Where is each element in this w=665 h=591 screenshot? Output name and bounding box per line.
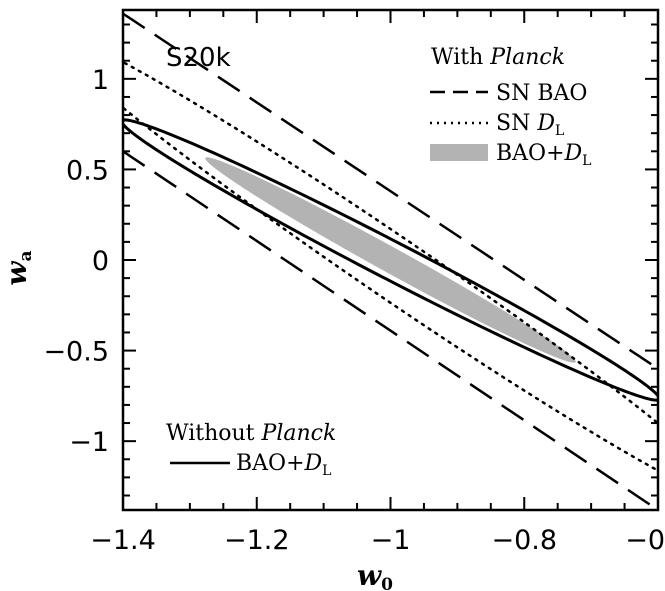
x-axis-title: w0: [357, 559, 393, 591]
y-tick-label: −1: [69, 427, 109, 458]
axis-tick-labels: −1.4 −1.2 −1 −0.8 −0.6 −1 −0.5 0 0.5 1: [43, 65, 665, 556]
y-tick-label: 1: [92, 65, 109, 96]
y-tick-label: 0: [92, 246, 109, 277]
legend-without-title: Without Planck: [166, 421, 336, 446]
x-tick-label: −1: [371, 525, 411, 556]
sn-bao-lower-line: [123, 150, 658, 510]
y-tick-label: 0.5: [66, 155, 109, 186]
sn-bao-upper-line: [123, 12, 658, 370]
dataset-annotation: S20k: [166, 43, 231, 73]
plot-curves: [123, 12, 658, 510]
y-tick-label: −0.5: [43, 337, 109, 368]
axis-ticks: [122, 10, 659, 510]
legend-label-sn-dl: SN DL: [496, 111, 564, 139]
x-tick-label: −1.2: [224, 525, 290, 556]
legend-label-sn-bao: SN BAO: [496, 81, 587, 106]
contour-bao-dl-with-planck: [205, 157, 576, 363]
legend-without-planck: Without Planck BAO+DL: [166, 421, 336, 479]
x-tick-label: −1.4: [90, 525, 156, 556]
legend-with-title: With Planck: [431, 45, 565, 70]
legend-with-planck: With Planck SN BAO SN DL BAO+DL: [430, 45, 591, 169]
x-tick-label: −0.6: [625, 525, 665, 556]
x-tick-label: −0.8: [491, 525, 557, 556]
legend-label-bao-dl-no-planck: BAO+DL: [236, 451, 331, 479]
legend-swatch-bao-dl-planck: [430, 144, 488, 161]
legend-label-bao-dl-planck: BAO+DL: [496, 141, 591, 169]
y-axis-title: wa: [0, 250, 36, 285]
